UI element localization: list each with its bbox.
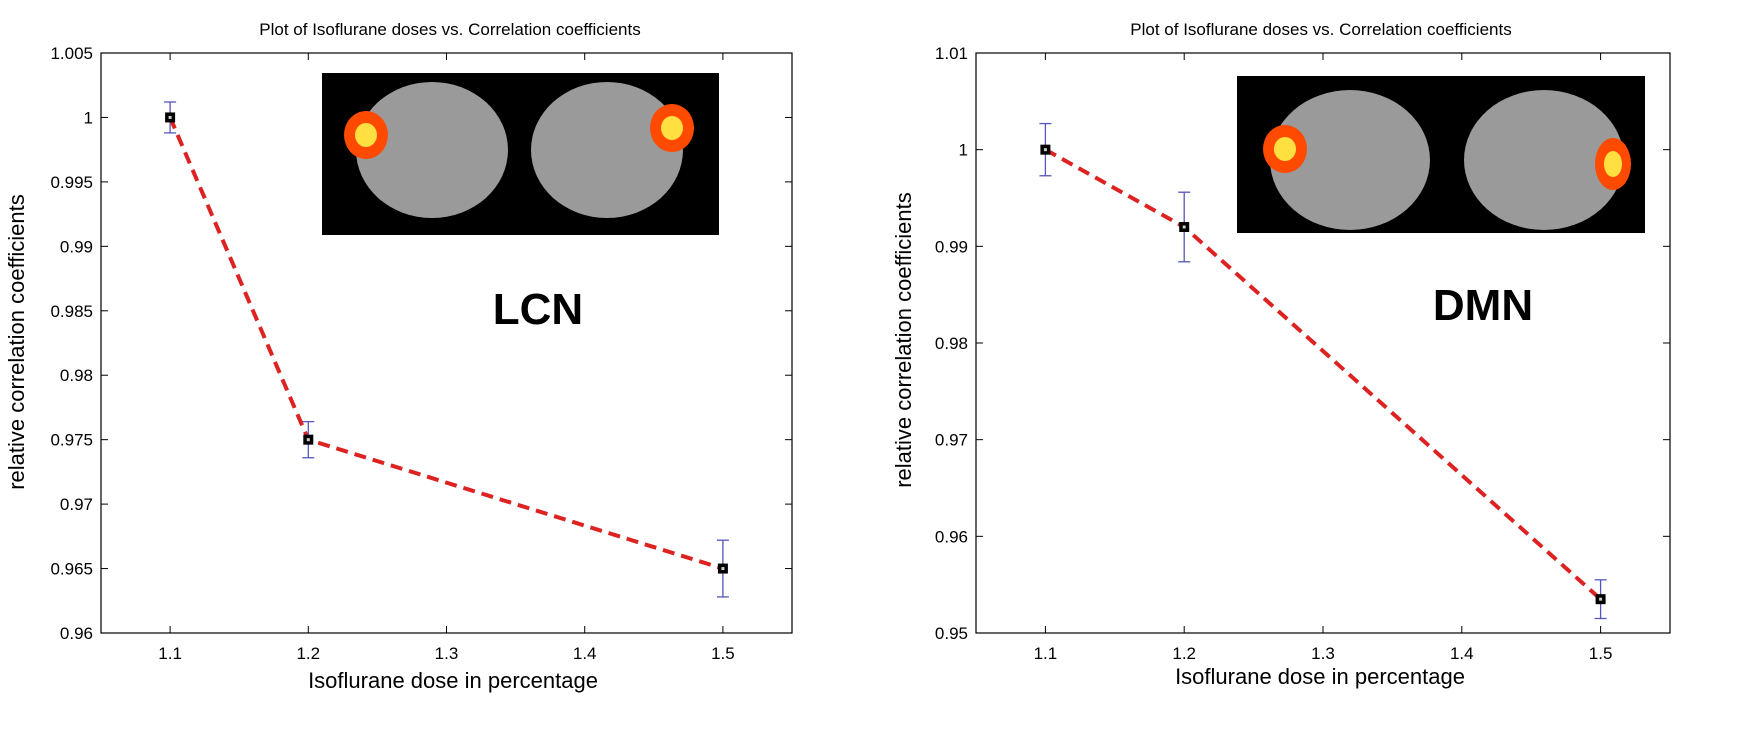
y-tick-label: 1.005 [50,44,93,63]
data-point-center [306,438,310,442]
x-axis-label: Isoflurane dose in percentage [308,668,598,693]
brain-tissue [356,82,508,218]
y-tick-label: 0.96 [935,527,968,546]
x-tick-label: 1.1 [158,644,182,663]
network-label: LCN [493,285,583,334]
data-point-center [1043,148,1047,152]
x-tick-label: 1.4 [573,644,597,663]
activation-core [661,116,683,140]
y-tick-label: 0.97 [935,431,968,450]
inset-brain-image [322,73,719,235]
data-point-center [1182,225,1186,229]
y-tick-label: 0.995 [50,173,93,192]
x-axis-label: Isoflurane dose in percentage [1175,664,1465,689]
brain-slice-left [344,82,508,218]
y-axis-label: relative correlation coefficients [891,192,916,488]
data-point-center [721,567,725,571]
brain-tissue [1464,90,1624,230]
y-tick-label: 0.985 [50,302,93,321]
brain-tissue [531,82,683,218]
chart-title: Plot of Isoflurane doses vs. Correlation… [259,20,640,39]
brain-tissue [1270,90,1430,230]
activation-core [355,123,377,147]
x-tick-label: 1.3 [1311,644,1335,663]
y-axis-label: relative correlation coefficients [4,194,29,490]
data-point-center [168,115,172,119]
y-tick-label: 1 [959,141,968,160]
data-point-center [1599,597,1603,601]
y-tick-label: 1.01 [935,44,968,63]
y-tick-label: 0.975 [50,431,93,450]
y-tick-label: 0.99 [60,237,93,256]
y-tick-label: 0.95 [935,624,968,643]
y-tick-label: 0.96 [60,624,93,643]
y-tick-label: 0.99 [935,237,968,256]
x-tick-label: 1.4 [1450,644,1474,663]
x-tick-label: 1.1 [1034,644,1058,663]
y-tick-label: 0.965 [50,560,93,579]
activation-core [1604,151,1622,177]
activation-core [1274,137,1296,161]
inset-brain-image [1237,76,1645,233]
brain-slice-left [1263,90,1430,230]
y-tick-label: 1 [84,108,93,127]
y-tick-label: 0.98 [60,366,93,385]
x-tick-label: 1.2 [1172,644,1196,663]
chart-dmn: Plot of Isoflurane doses vs. Correlation… [891,20,1671,689]
network-label: DMN [1433,281,1533,330]
chart-title: Plot of Isoflurane doses vs. Correlation… [1130,20,1511,39]
brain-slice-right [1464,90,1631,230]
plot-area: 1.1 1.2 1.3 1.4 1.5 0.95 0.96 0.97 0.98 0.99 1 1.01 [935,44,1671,663]
x-tick-label: 1.5 [1589,644,1613,663]
x-tick-label: 1.2 [296,644,320,663]
y-tick-label: 0.98 [935,334,968,353]
y-tick-label: 0.97 [60,495,93,514]
x-tick-label: 1.3 [435,644,459,663]
plot-area: 1.1 1.2 1.3 1.4 1.5 0.96 0.965 0.97 0.975 0.98 0.9… [50,44,793,663]
chart-lcn: Plot of Isoflurane doses vs. Correlation… [4,20,793,693]
brain-slice-right [531,82,694,218]
x-tick-label: 1.5 [711,644,735,663]
